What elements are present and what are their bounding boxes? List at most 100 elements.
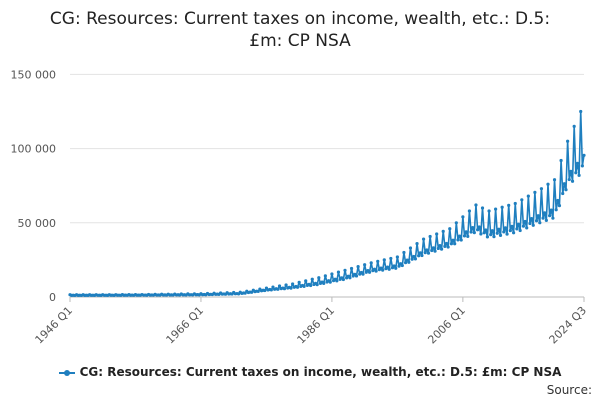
data-point <box>291 282 295 286</box>
data-point <box>521 224 526 228</box>
data-point <box>531 223 535 227</box>
data-point <box>570 179 575 183</box>
data-point <box>412 254 416 259</box>
data-point <box>548 214 552 218</box>
data-point <box>343 268 347 272</box>
data-point <box>582 153 586 157</box>
data-point <box>480 206 485 210</box>
data-point <box>426 251 431 255</box>
data-point <box>533 190 537 194</box>
data-point <box>577 173 581 177</box>
data-point <box>341 277 345 282</box>
data-point <box>467 209 472 213</box>
data-point <box>502 230 506 234</box>
data-point <box>495 231 499 235</box>
data-point <box>309 283 313 288</box>
data-point <box>492 235 496 239</box>
data-point <box>269 288 273 292</box>
data-point <box>282 287 287 291</box>
chart-title-line-2: £m: CP NSA <box>249 31 351 51</box>
data-point <box>525 226 529 230</box>
data-point <box>435 232 439 236</box>
data-point <box>369 261 373 265</box>
data-point <box>394 266 398 270</box>
data-point <box>500 205 504 209</box>
data-point <box>385 265 390 269</box>
data-point <box>451 238 455 242</box>
data-point <box>418 251 422 255</box>
data-point <box>374 269 378 273</box>
data-point <box>348 276 352 280</box>
data-point <box>464 230 468 234</box>
data-point <box>438 244 442 248</box>
data-point <box>456 238 460 242</box>
data-point <box>328 280 332 284</box>
data-point <box>575 161 580 165</box>
data-point <box>471 225 475 230</box>
x-tick-label: 1986 Q1 <box>294 304 337 347</box>
data-point <box>431 246 435 250</box>
data-point <box>482 231 486 235</box>
data-point <box>556 198 560 203</box>
data-point <box>549 208 553 212</box>
data-point <box>536 214 540 218</box>
data-point <box>539 187 544 191</box>
data-point <box>559 158 563 163</box>
data-point <box>566 139 570 143</box>
data-point <box>295 285 300 289</box>
data-point <box>376 259 380 263</box>
series-layer <box>68 109 586 298</box>
data-point <box>513 201 517 206</box>
data-point <box>446 245 450 249</box>
data-point <box>271 285 275 289</box>
data-point <box>472 231 476 235</box>
chart-title: CG: Resources: Current taxes on income, … <box>0 8 600 52</box>
data-point <box>512 231 516 235</box>
data-point <box>317 276 321 280</box>
data-point <box>443 244 447 248</box>
data-point <box>315 283 319 287</box>
data-point <box>562 182 566 186</box>
data-point <box>507 203 511 207</box>
gridlines <box>70 73 584 298</box>
data-point <box>449 242 454 246</box>
data-point <box>572 124 576 128</box>
data-point <box>528 221 532 226</box>
data-point <box>490 229 494 233</box>
data-point <box>469 230 473 234</box>
data-point <box>410 257 414 261</box>
data-point <box>335 279 339 283</box>
data-point <box>423 251 427 255</box>
legend[interactable]: CG: Resources: Current taxes on income, … <box>40 365 580 379</box>
data-point <box>561 191 565 196</box>
data-point <box>420 253 424 258</box>
data-point <box>457 234 462 238</box>
data-point <box>489 233 493 237</box>
data-point <box>498 233 503 237</box>
data-point <box>439 247 444 251</box>
data-point <box>387 267 391 271</box>
data-point <box>580 164 584 168</box>
data-point <box>397 264 401 268</box>
data-point <box>554 208 558 212</box>
data-point <box>276 287 280 291</box>
data-point <box>479 232 483 236</box>
data-point <box>256 289 260 294</box>
data-point <box>523 219 527 224</box>
data-point <box>551 216 555 220</box>
y-tick-label: 150 000 <box>11 68 57 81</box>
data-point <box>485 235 490 239</box>
data-point <box>336 270 341 274</box>
data-point <box>518 228 522 233</box>
data-point <box>459 238 463 242</box>
data-point <box>520 198 524 202</box>
data-point <box>400 263 404 268</box>
y-axis-tick-labels: 0 50 000 100 000 150 000 <box>11 68 57 304</box>
x-tick-label: 1966 Q1 <box>164 304 207 347</box>
data-point <box>552 178 557 182</box>
data-point <box>361 272 365 276</box>
data-point <box>297 280 301 284</box>
data-point <box>356 264 360 269</box>
data-point <box>408 246 413 250</box>
data-point <box>567 177 571 182</box>
